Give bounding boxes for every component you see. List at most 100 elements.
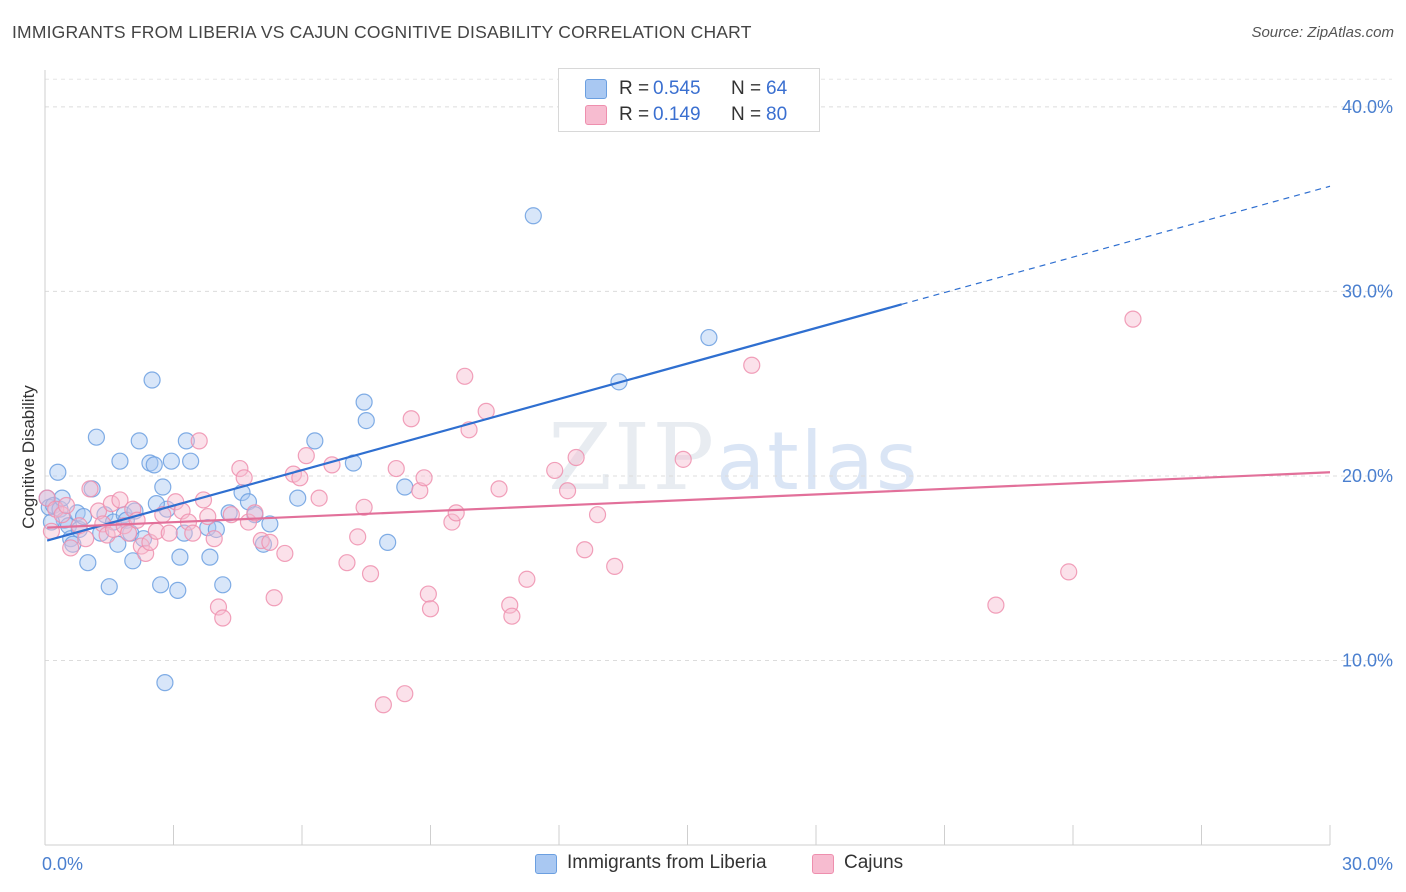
cajun-point	[276, 544, 294, 563]
cajun-point	[261, 533, 279, 551]
cajun-point	[89, 502, 108, 520]
cajun-point	[77, 530, 95, 548]
liberia-point	[111, 452, 129, 470]
cajun-point	[246, 504, 264, 522]
liberia-point	[156, 674, 174, 692]
liberia-point	[171, 548, 189, 566]
liberia-point	[143, 371, 161, 389]
liberia-point	[74, 507, 93, 526]
cajun-point	[190, 432, 208, 450]
cajun-point	[209, 598, 228, 616]
grid-lines	[45, 78, 1392, 661]
legend-row-cajuns: R = 0.149 N = 80	[559, 102, 819, 128]
legend-r-label: R =	[619, 78, 650, 99]
y-tick-label: 10.0%	[1342, 650, 1393, 670]
cajun-point	[447, 504, 465, 522]
data-points	[38, 207, 1142, 714]
cajun-point	[606, 557, 624, 575]
cajun-point	[567, 448, 585, 467]
legend-label-liberia: Immigrants from Liberia	[567, 852, 767, 873]
cajun-point	[415, 469, 433, 487]
liberia-point	[87, 428, 106, 446]
legend-n-value: 80	[766, 104, 788, 125]
cajun-point	[674, 450, 692, 468]
x-tick-label: 30.0%	[1342, 854, 1393, 874]
liberia-point	[79, 554, 97, 572]
legend-r-value: 0.149	[653, 104, 701, 125]
liberia-point	[169, 581, 187, 599]
legend-swatch-cajuns	[585, 105, 607, 125]
cajun-point	[160, 524, 178, 542]
liberia-point	[182, 452, 200, 470]
cajun-point	[456, 367, 474, 385]
liberia-point	[306, 432, 324, 450]
liberia-point	[124, 552, 142, 570]
y-tick-label: 40.0%	[1342, 97, 1393, 117]
trend-lines	[46, 185, 1331, 542]
cajun-point	[81, 480, 99, 498]
cajun-point	[265, 589, 283, 607]
cajun-point	[1124, 310, 1142, 328]
liberia-point	[201, 548, 219, 566]
cajun-point	[546, 461, 564, 480]
liberia-point	[357, 411, 375, 430]
legend-n-label: N =	[731, 104, 762, 125]
cajun-point	[411, 482, 429, 500]
liberia-point	[100, 578, 118, 596]
legend-swatch-liberia	[585, 79, 607, 99]
cajun-point	[421, 600, 440, 618]
liberia-point	[152, 576, 170, 594]
cajun-point	[501, 596, 519, 614]
liberia-point	[524, 207, 542, 225]
cajun-point	[184, 524, 202, 542]
cajun-point	[987, 596, 1005, 614]
cajun-point	[743, 356, 761, 374]
cajun-point	[503, 607, 521, 625]
cajun-point	[374, 696, 392, 714]
axes	[44, 70, 1331, 846]
cajun-point	[419, 585, 437, 603]
liberia-trend-extension	[901, 185, 1331, 305]
cajun-point	[111, 491, 129, 509]
liberia-point	[261, 515, 279, 533]
legend-n-label: N =	[731, 78, 762, 99]
cajun-point	[231, 459, 249, 478]
cajun-point	[62, 539, 80, 557]
liberia-point	[700, 328, 718, 347]
cajun-point	[387, 459, 405, 478]
cajun-point	[396, 685, 414, 703]
legend-r-value: 0.545	[653, 78, 701, 99]
cajun-point	[214, 609, 232, 627]
cajun-trend-line	[47, 471, 1331, 529]
cajun-point	[102, 495, 120, 513]
cajun-point	[518, 570, 536, 588]
liberia-point	[214, 576, 232, 594]
cajun-point	[199, 507, 217, 526]
legend-swatch-liberia	[535, 854, 557, 874]
x-tick-label: 0.0%	[42, 854, 83, 874]
legend-swatch-cajuns	[812, 854, 834, 874]
legend-r-label: R =	[619, 104, 650, 125]
cajun-point	[137, 544, 155, 563]
cajun-point	[361, 565, 380, 583]
cajun-point	[57, 496, 76, 515]
y-tick-label: 30.0%	[1342, 281, 1393, 301]
cajun-point	[402, 410, 420, 428]
liberia-point	[154, 478, 172, 496]
liberia-point	[49, 463, 67, 481]
cajun-point	[310, 489, 328, 507]
cajun-point	[297, 447, 315, 465]
liberia-point	[379, 533, 397, 551]
cajun-point	[576, 541, 594, 559]
liberia-point	[130, 432, 148, 450]
correlation-legend: R = 0.545 N = 64 R = 0.149 N = 80	[558, 68, 820, 132]
liberia-point	[355, 393, 373, 411]
liberia-point	[177, 432, 195, 450]
cajun-point	[205, 530, 223, 548]
tick-labels: 10.0% 20.0% 30.0% 40.0% 0.0% 30.0% Cognitive D…	[19, 97, 1393, 874]
liberia-point	[289, 489, 307, 507]
cajun-point	[338, 554, 356, 572]
chart-title: IMMIGRANTS FROM LIBERIA VS CAJUN COGNITI…	[12, 22, 752, 42]
cajun-point	[558, 482, 577, 500]
